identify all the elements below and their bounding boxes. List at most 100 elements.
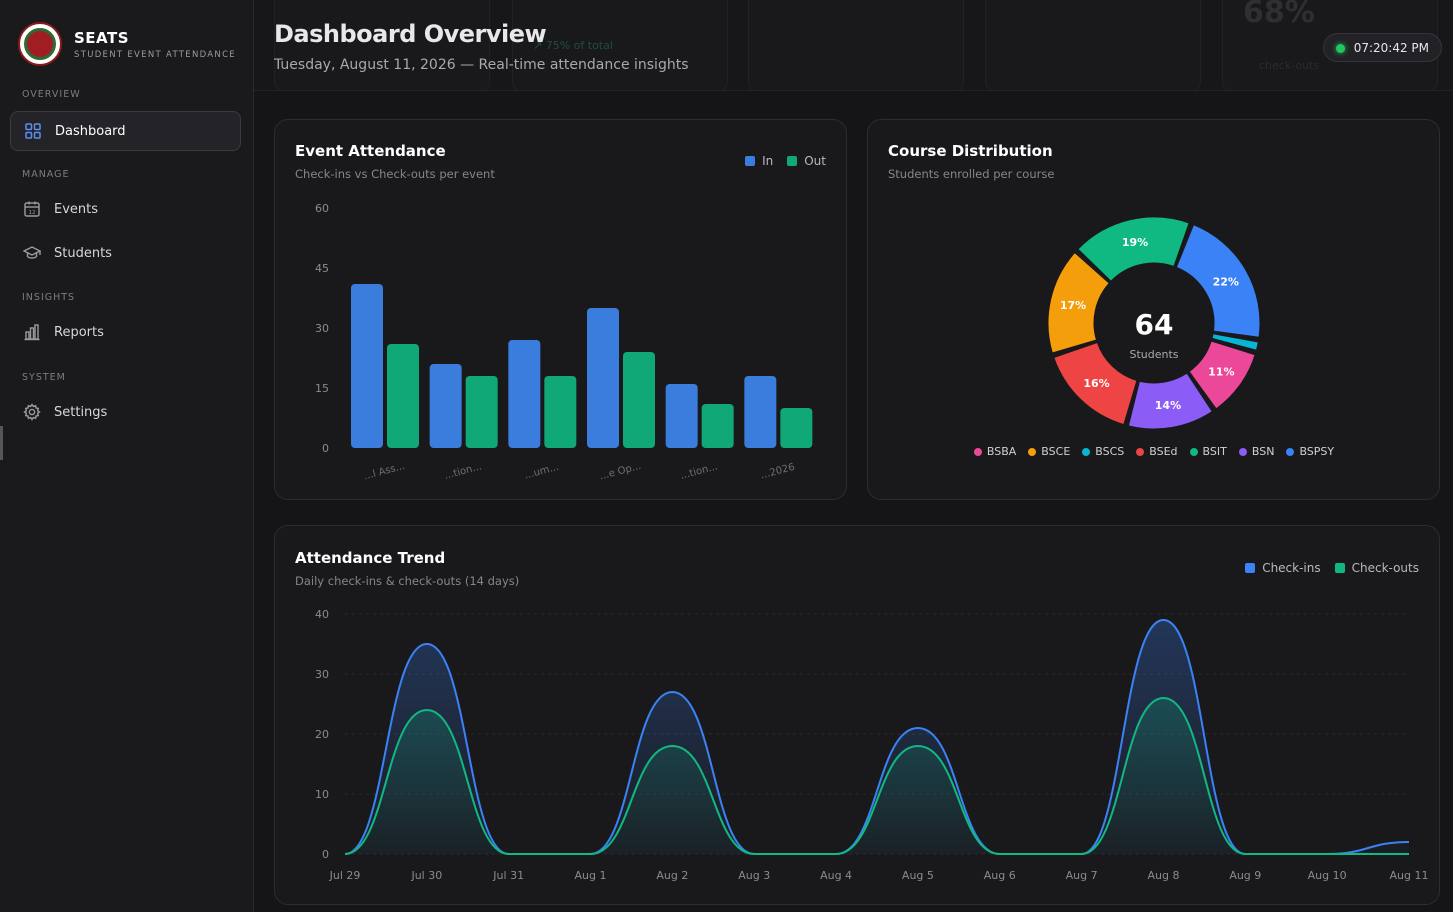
slice-bsce <box>1047 252 1110 354</box>
x-tick-label: ...2026 <box>759 462 796 482</box>
x-tick-label: Aug 3 <box>738 869 770 882</box>
card-subtitle: Daily check-ins & check-outs (14 days) <box>295 574 520 588</box>
legend-item-bsed[interactable]: BSEd <box>1136 445 1178 458</box>
page-title: Dashboard Overview <box>274 20 547 48</box>
card-title: Attendance Trend <box>295 549 446 567</box>
x-tick-label: Aug 1 <box>575 869 607 882</box>
legend-dot-icon <box>1286 447 1295 456</box>
x-tick-label: Aug 8 <box>1147 869 1179 882</box>
brand-title: SEATS <box>74 28 130 47</box>
legend-in[interactable]: In <box>745 154 773 168</box>
sidebar-item-label: Settings <box>54 404 108 420</box>
stat-card-ghost: 8 <box>274 0 490 90</box>
legend-item-bsce[interactable]: BSCE <box>1028 445 1070 458</box>
event-bar-chart: 0 15 30 45 60 ...l Ass... ...tion... ...um.....… <box>315 202 813 483</box>
sidebar-item-label: Events <box>54 201 99 217</box>
brand[interactable]: SEATS STUDENT EVENT ATTENDANCE <box>18 22 236 66</box>
sidebar-item-label: Students <box>54 245 112 261</box>
legend-dot-icon <box>1189 447 1198 456</box>
header: 8 6↗ 75% of total 64 158 68%check-outs D… <box>254 0 1453 91</box>
y-tick-label: 0 <box>322 848 329 861</box>
x-tick-label: Aug 4 <box>820 869 852 882</box>
slice-bscs <box>1211 333 1259 351</box>
section-manage: MANAGE <box>22 169 70 180</box>
bar-in <box>744 376 777 448</box>
donut-center-label: Students <box>1129 348 1178 361</box>
school-seal-logo <box>18 22 62 66</box>
slice-label: 22% <box>1213 275 1239 288</box>
legend-label: BSIT <box>1202 445 1227 458</box>
slice-bsba <box>1188 340 1256 410</box>
legend-dot-icon <box>1238 447 1247 456</box>
legend-item-bsn[interactable]: BSN <box>1238 445 1275 458</box>
bar-in <box>665 384 698 448</box>
sidebar-item-reports[interactable]: Reports <box>10 312 241 352</box>
donut-legend: BSBA BSCE BSCS BSEd BSIT BSN BSPSY <box>868 445 1440 458</box>
stat-card-ghost: 6↗ 75% of total <box>512 0 728 90</box>
attendance-trend-chart: 0 10 20 30 40 Jul 29 Jul 30 Jul 31 Aug 1 Aug 2 Aug… <box>315 608 1429 882</box>
bar-out <box>623 352 655 448</box>
card-title: Event Attendance <box>295 142 446 160</box>
legend-item-bscs[interactable]: BSCS <box>1082 445 1124 458</box>
legend-label: BSCE <box>1041 445 1071 458</box>
legend-out[interactable]: Out <box>787 154 826 168</box>
in-swatch-icon <box>745 156 756 166</box>
chart-legend: In Out <box>731 154 826 168</box>
live-clock: 07:20:42 PM <box>1322 33 1442 62</box>
check-ins-swatch-icon <box>1245 563 1256 573</box>
x-tick-label: ...l Ass... <box>363 461 407 483</box>
sidebar: SEATS STUDENT EVENT ATTENDANCE OVERVIEW … <box>0 0 254 912</box>
y-tick-label: 45 <box>315 262 329 275</box>
y-tick-label: 30 <box>315 668 329 681</box>
slice-bsit <box>1077 216 1190 282</box>
x-tick-label: ...e Op... <box>598 461 642 483</box>
bar-in <box>429 364 462 448</box>
stat-card-ghost: 64 <box>748 0 964 90</box>
area-check-outs <box>345 698 1409 854</box>
sidebar-item-students[interactable]: Students <box>10 233 241 273</box>
bar-in <box>508 340 541 448</box>
legend-label: BSCS <box>1095 445 1125 458</box>
legend-label: In <box>762 154 774 168</box>
legend-item-bsba[interactable]: BSBA <box>973 445 1016 458</box>
x-tick-label: ...tion... <box>679 461 719 482</box>
card-subtitle: Students enrolled per course <box>888 167 1055 181</box>
sidebar-item-label: Reports <box>54 324 104 340</box>
sidebar-item-events[interactable]: 12 Events <box>10 189 241 229</box>
clock-time: 07:20:42 PM <box>1353 40 1429 55</box>
sidebar-item-settings[interactable]: Settings <box>10 392 241 432</box>
slice-label: 11% <box>1208 366 1234 379</box>
legend-item-bspsy[interactable]: BSPSY <box>1286 445 1334 458</box>
legend-item-bsit[interactable]: BSIT <box>1189 445 1227 458</box>
sidebar-item-dashboard[interactable]: Dashboard <box>10 111 241 151</box>
slice-label: 14% <box>1155 399 1181 412</box>
out-swatch-icon <box>787 156 798 166</box>
legend-dot-icon <box>973 447 982 456</box>
grid-icon <box>25 123 41 139</box>
legend-label: Out <box>804 154 826 168</box>
slice-label: 16% <box>1083 377 1109 390</box>
stat-card-ghost: 158 <box>985 0 1201 90</box>
brand-subtitle: STUDENT EVENT ATTENDANCE <box>74 49 236 60</box>
card-subtitle: Check-ins vs Check-outs per event <box>295 167 495 181</box>
gear-icon <box>23 403 41 421</box>
x-tick-label: Aug 11 <box>1390 869 1429 882</box>
legend-check-ins[interactable]: Check-ins <box>1245 561 1321 575</box>
legend-dot-icon <box>1082 447 1091 456</box>
slice-label: 19% <box>1122 236 1148 249</box>
calendar-icon: 12 <box>24 201 40 217</box>
slice-bsn <box>1127 372 1213 430</box>
y-tick-label: 60 <box>315 202 329 215</box>
x-tick-label: Aug 9 <box>1229 869 1261 882</box>
graduation-cap-icon <box>23 246 41 259</box>
legend-label: Check-outs <box>1351 561 1419 575</box>
legend-label: BSN <box>1251 445 1275 458</box>
page-date: Tuesday, August 11, 2026 — Real-time att… <box>274 57 689 73</box>
legend-check-outs[interactable]: Check-outs <box>1334 561 1419 575</box>
event-attendance-card: Event Attendance Check-ins vs Check-outs… <box>274 119 847 500</box>
course-distribution-card: Course Distribution Students enrolled pe… <box>867 119 1440 500</box>
bar-in <box>587 308 619 448</box>
y-tick-label: 30 <box>315 322 329 335</box>
scroll-marker <box>0 426 3 460</box>
bar-out <box>465 376 498 448</box>
